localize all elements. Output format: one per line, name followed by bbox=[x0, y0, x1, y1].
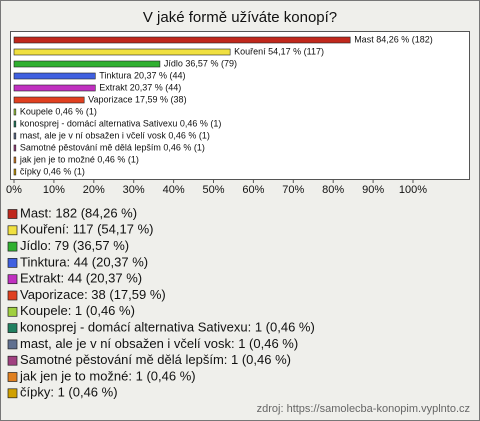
x-tick-label: 90% bbox=[362, 184, 384, 196]
plot-area bbox=[10, 31, 470, 180]
x-tick-label: 80% bbox=[322, 184, 344, 196]
x-tick-label: 30% bbox=[123, 184, 145, 196]
legend-label: Jídlo: 79 (36,57 %) bbox=[20, 238, 129, 253]
bar bbox=[13, 96, 85, 104]
value-label: jak jen je to možné 0,46 % (1) bbox=[19, 154, 139, 164]
chart-title: V jaké formě užíváte konopí? bbox=[143, 9, 337, 26]
legend-swatch bbox=[7, 355, 18, 366]
value-label: čípky 0,46 % (1) bbox=[20, 166, 85, 176]
value-label: Jídlo 36,57 % (79) bbox=[164, 58, 237, 68]
legend-label: Tinktura: 44 (20,37 %) bbox=[20, 254, 148, 269]
value-label: Extrakt 20,37 % (44) bbox=[99, 82, 181, 92]
legend-swatch bbox=[7, 372, 18, 382]
legend-swatch bbox=[7, 306, 18, 317]
x-tick-label: 50% bbox=[202, 184, 224, 196]
value-label: Kouření 54,17 % (117) bbox=[234, 46, 324, 56]
legend-swatch bbox=[7, 225, 18, 236]
value-label: Vaporizace 17,59 % (38) bbox=[88, 94, 186, 104]
x-tick-label: 100% bbox=[399, 184, 427, 196]
x-tick-label: 20% bbox=[83, 184, 105, 196]
legend-label: jak jen je to možné: 1 (0,46 %) bbox=[19, 368, 196, 383]
bar bbox=[13, 168, 17, 176]
legend-label: Samotné pěstování mě dělá lepším: 1 (0,4… bbox=[20, 352, 291, 367]
legend-label: čípky: 1 (0,46 %) bbox=[20, 385, 118, 400]
legend-swatch bbox=[7, 209, 18, 219]
legend-label: Mast: 182 (84,26 %) bbox=[20, 205, 137, 220]
value-label: Samotné pěstování mě dělá lepším 0,46 % … bbox=[20, 142, 205, 152]
legend-swatch bbox=[7, 388, 18, 399]
legend-label: konosprej - domácí alternativa Sativexu:… bbox=[20, 320, 315, 335]
legend-swatch bbox=[7, 241, 18, 252]
value-label: mast, ale je v ní obsažen i včelí vosk 0… bbox=[20, 130, 210, 140]
bar bbox=[13, 48, 231, 56]
legend-swatch bbox=[7, 274, 18, 285]
legend-swatch bbox=[7, 258, 18, 268]
x-tick-label: 40% bbox=[163, 184, 185, 196]
legend-label: Kouření: 117 (54,17 %) bbox=[20, 222, 153, 237]
legend-swatch bbox=[7, 290, 18, 301]
legend-label: mast, ale je v ní obsažen i včelí vosk: … bbox=[20, 336, 298, 351]
value-label: Tinktura 20,37 % (44) bbox=[99, 70, 185, 80]
legend-swatch bbox=[7, 339, 18, 350]
bar bbox=[13, 36, 351, 44]
bar bbox=[13, 144, 17, 152]
x-tick-label: 0% bbox=[6, 184, 22, 196]
x-tick-label: 10% bbox=[43, 184, 65, 196]
bar bbox=[13, 156, 17, 164]
x-tick-label: 60% bbox=[242, 184, 264, 196]
value-label: Mast 84,26 % (182) bbox=[354, 34, 433, 44]
value-label: Koupele 0,46 % (1) bbox=[20, 106, 97, 116]
bar bbox=[13, 72, 96, 80]
bar bbox=[13, 132, 17, 140]
source: zdroj: https://samolecba-konopim.vyplnto… bbox=[257, 403, 470, 415]
bar bbox=[13, 60, 161, 68]
legend-label: Koupele: 1 (0,46 %) bbox=[20, 303, 135, 318]
bar bbox=[13, 108, 17, 116]
legend-label: Extrakt: 44 (20,37 %) bbox=[20, 271, 142, 286]
bar bbox=[13, 84, 96, 92]
bar bbox=[13, 120, 17, 128]
value-label: konosprej - domácí alternativa Sativexu … bbox=[20, 118, 222, 128]
x-tick-label: 70% bbox=[282, 184, 304, 196]
legend-swatch bbox=[7, 323, 18, 333]
legend-label: Vaporizace: 38 (17,59 %) bbox=[20, 287, 166, 302]
